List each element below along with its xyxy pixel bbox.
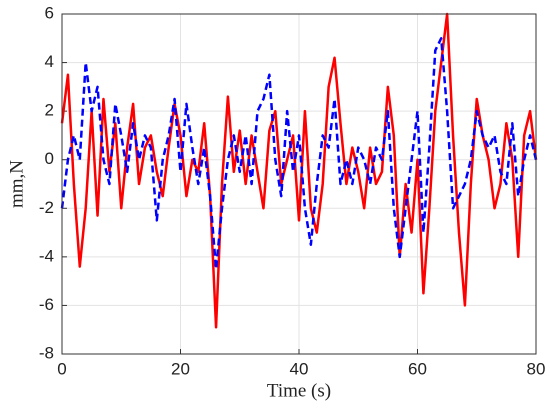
series-line <box>60 12 538 329</box>
y-tick-label: 4 <box>45 52 54 71</box>
x-axis-label: Time (s) <box>267 380 331 401</box>
x-tick-label: 40 <box>290 359 309 378</box>
y-axis-label: mm,N <box>6 160 27 208</box>
x-tick-label: 0 <box>57 359 66 378</box>
y-tick-label: 0 <box>45 149 54 168</box>
y-tick-label: 2 <box>45 101 54 120</box>
y-tick-label: -6 <box>39 295 54 314</box>
plot-frame <box>61 13 537 355</box>
y-tick-label: 6 <box>45 3 54 22</box>
y-tick-label: -2 <box>39 198 54 217</box>
x-tick-label: 80 <box>527 359 546 378</box>
y-tick-label: -4 <box>39 246 54 265</box>
y-tick-label: -8 <box>39 343 54 362</box>
x-tick-label: 20 <box>171 359 190 378</box>
x-tick-label: 60 <box>408 359 427 378</box>
series-line <box>60 37 538 271</box>
